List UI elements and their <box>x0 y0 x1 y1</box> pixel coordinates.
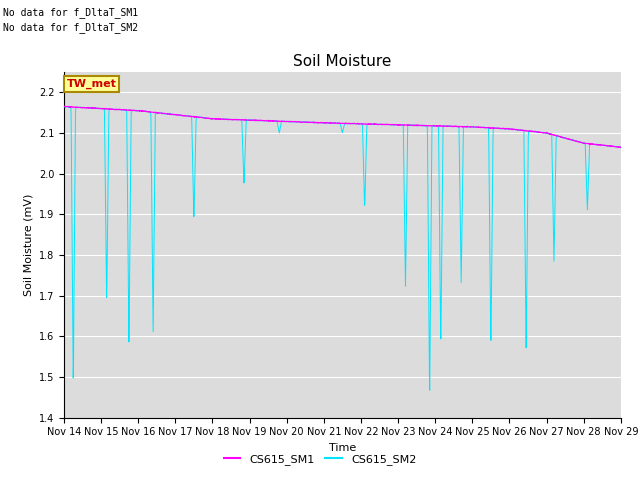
CS615_SM2 <box>426 387 433 393</box>
X-axis label: Time: Time <box>329 443 356 453</box>
CS615_SM1 <box>61 103 68 109</box>
CS615_SM2 <box>499 126 507 132</box>
Title: Soil Moisture: Soil Moisture <box>293 54 392 70</box>
Text: No data for f_DltaT_SM2: No data for f_DltaT_SM2 <box>3 22 138 33</box>
CS615_SM1 <box>499 125 506 131</box>
CS615_SM1 <box>601 143 609 148</box>
CS615_SM2 <box>601 143 609 148</box>
CS615_SM2 <box>331 120 339 126</box>
CS615_SM1 <box>316 120 324 126</box>
CS615_SM2 <box>60 104 68 110</box>
CS615_SM2 <box>617 144 625 150</box>
CS615_SM2 <box>316 120 324 125</box>
CS615_SM1 <box>601 143 609 148</box>
CS615_SM1 <box>60 103 68 109</box>
CS615_SM1 <box>89 105 97 111</box>
Y-axis label: Soil Moisture (mV): Soil Moisture (mV) <box>23 193 33 296</box>
CS615_SM2 <box>602 143 609 148</box>
Line: CS615_SM2: CS615_SM2 <box>64 107 621 390</box>
Legend: CS615_SM1, CS615_SM2: CS615_SM1, CS615_SM2 <box>219 450 421 469</box>
CS615_SM1 <box>331 120 339 126</box>
Text: TW_met: TW_met <box>67 79 116 89</box>
Line: CS615_SM1: CS615_SM1 <box>64 106 621 147</box>
CS615_SM1 <box>617 144 625 150</box>
Text: No data for f_DltaT_SM1: No data for f_DltaT_SM1 <box>3 7 138 18</box>
CS615_SM2 <box>63 104 70 109</box>
CS615_SM2 <box>89 106 97 111</box>
